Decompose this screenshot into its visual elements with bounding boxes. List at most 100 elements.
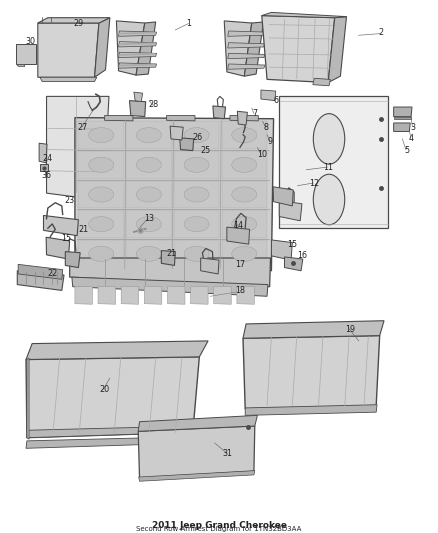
Polygon shape <box>273 187 293 206</box>
Text: 12: 12 <box>309 179 319 188</box>
Ellipse shape <box>232 157 257 172</box>
Polygon shape <box>222 240 267 268</box>
Text: 19: 19 <box>345 325 355 334</box>
Text: 11: 11 <box>323 163 333 172</box>
Polygon shape <box>228 31 265 36</box>
Polygon shape <box>161 251 175 265</box>
Text: 30: 30 <box>25 37 35 46</box>
Polygon shape <box>227 227 250 244</box>
Polygon shape <box>26 357 199 438</box>
Polygon shape <box>17 64 25 67</box>
Text: 10: 10 <box>257 150 267 159</box>
Polygon shape <box>174 122 219 149</box>
Polygon shape <box>136 22 155 75</box>
Polygon shape <box>119 31 156 36</box>
Ellipse shape <box>136 157 161 172</box>
Text: 2: 2 <box>378 28 383 37</box>
Polygon shape <box>237 111 247 125</box>
Polygon shape <box>174 240 219 268</box>
Polygon shape <box>78 211 124 238</box>
Polygon shape <box>139 471 255 481</box>
Ellipse shape <box>88 157 114 172</box>
Polygon shape <box>167 286 185 304</box>
Polygon shape <box>230 116 258 121</box>
Text: 14: 14 <box>233 221 244 230</box>
Text: 21: 21 <box>166 249 176 258</box>
Polygon shape <box>95 18 110 77</box>
Text: 27: 27 <box>78 123 88 132</box>
Ellipse shape <box>136 246 161 261</box>
Text: 18: 18 <box>235 286 245 295</box>
Ellipse shape <box>184 246 209 261</box>
Polygon shape <box>272 240 292 260</box>
Text: Second Row Armrest Diagram for 1TN32BD3AA: Second Row Armrest Diagram for 1TN32BD3A… <box>136 526 302 532</box>
Polygon shape <box>18 264 63 279</box>
Polygon shape <box>237 286 254 304</box>
Polygon shape <box>394 117 411 119</box>
Ellipse shape <box>184 216 209 232</box>
Text: 36: 36 <box>42 171 52 180</box>
Polygon shape <box>228 43 265 48</box>
Polygon shape <box>98 286 116 304</box>
Polygon shape <box>40 77 97 82</box>
Polygon shape <box>72 277 268 296</box>
Polygon shape <box>174 151 219 179</box>
Polygon shape <box>126 181 172 208</box>
Polygon shape <box>244 22 264 76</box>
Text: 13: 13 <box>144 214 154 223</box>
Polygon shape <box>285 257 303 271</box>
Text: 1: 1 <box>186 19 191 28</box>
Polygon shape <box>38 18 110 23</box>
Text: 2011 Jeep Grand Cherokee: 2011 Jeep Grand Cherokee <box>152 521 286 530</box>
Polygon shape <box>27 426 195 438</box>
Text: 4: 4 <box>409 134 413 143</box>
Ellipse shape <box>136 187 161 202</box>
Ellipse shape <box>136 216 161 232</box>
Polygon shape <box>313 78 330 86</box>
Text: 16: 16 <box>297 252 307 260</box>
Polygon shape <box>394 123 410 132</box>
Polygon shape <box>145 286 162 304</box>
Polygon shape <box>224 21 252 76</box>
Polygon shape <box>261 90 276 101</box>
Ellipse shape <box>136 127 161 143</box>
Polygon shape <box>214 286 231 304</box>
Text: 15: 15 <box>287 240 297 249</box>
Ellipse shape <box>184 127 209 143</box>
Polygon shape <box>78 151 124 179</box>
Polygon shape <box>119 42 156 47</box>
Ellipse shape <box>232 246 257 261</box>
Polygon shape <box>170 126 183 140</box>
Text: 31: 31 <box>223 449 233 458</box>
Polygon shape <box>262 12 346 18</box>
Polygon shape <box>243 321 384 338</box>
Polygon shape <box>222 211 267 238</box>
Polygon shape <box>26 437 194 448</box>
Ellipse shape <box>88 187 114 202</box>
Ellipse shape <box>184 157 209 172</box>
Text: 9: 9 <box>268 136 273 146</box>
Ellipse shape <box>232 216 257 232</box>
Polygon shape <box>191 286 208 304</box>
Polygon shape <box>174 211 219 238</box>
Polygon shape <box>117 21 145 75</box>
Polygon shape <box>17 271 64 290</box>
Polygon shape <box>243 336 380 409</box>
Polygon shape <box>126 211 172 238</box>
Polygon shape <box>222 181 267 208</box>
Ellipse shape <box>88 246 114 261</box>
Polygon shape <box>38 23 99 77</box>
Polygon shape <box>126 122 172 149</box>
Polygon shape <box>262 15 335 83</box>
Polygon shape <box>222 151 267 179</box>
Text: 6: 6 <box>273 96 278 105</box>
Text: 15: 15 <box>61 235 71 244</box>
Text: 20: 20 <box>99 385 110 394</box>
Polygon shape <box>138 415 258 431</box>
Ellipse shape <box>88 127 114 143</box>
Polygon shape <box>222 122 267 149</box>
Text: 21: 21 <box>78 225 89 234</box>
Polygon shape <box>78 181 124 208</box>
Polygon shape <box>40 165 48 171</box>
Polygon shape <box>46 237 70 259</box>
